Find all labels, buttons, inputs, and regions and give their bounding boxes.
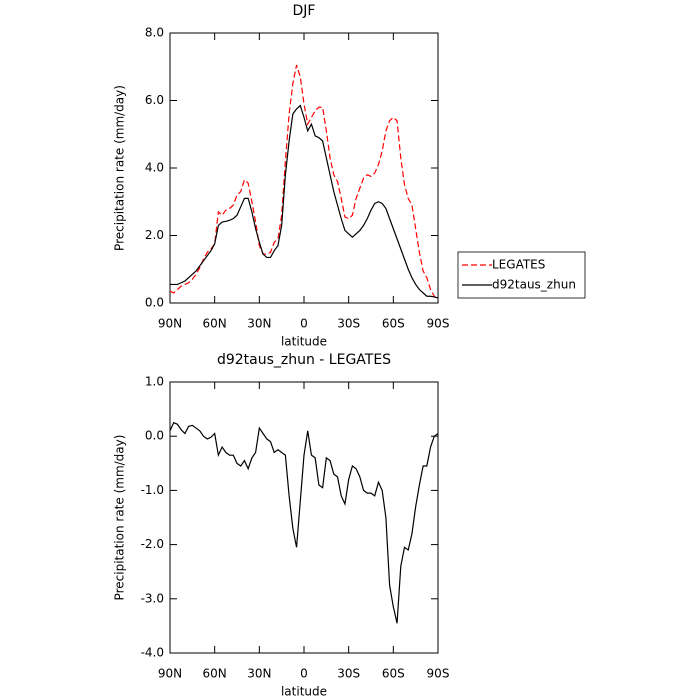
x-tick-label: 60N xyxy=(203,317,227,331)
y-tick-label: 6.0 xyxy=(145,93,164,107)
data-line xyxy=(169,64,439,301)
x-tick-label: 90N xyxy=(158,667,182,681)
x-tick-label: 0 xyxy=(300,667,308,681)
x-tick-label: 0 xyxy=(300,317,308,331)
legend-label: d92taus_zhun xyxy=(492,278,576,292)
y-tick-label: 0.0 xyxy=(145,429,164,443)
legend-label: LEGATES xyxy=(492,258,545,272)
x-tick-label: 30N xyxy=(247,667,271,681)
y-tick-label: -2.0 xyxy=(141,537,164,551)
x-tick-label: 90S xyxy=(427,317,450,331)
chart-title: DJF xyxy=(293,3,316,19)
y-tick-label: -4.0 xyxy=(141,646,164,660)
x-axis-label: latitude xyxy=(281,685,327,699)
x-tick-label: 60N xyxy=(203,667,227,681)
y-tick-label: 4.0 xyxy=(145,161,164,175)
legend-box xyxy=(457,251,586,299)
y-tick-label: -3.0 xyxy=(141,591,164,605)
y-tick-label: 2.0 xyxy=(145,228,164,242)
y-tick-label: 1.0 xyxy=(145,375,164,389)
y-axis-label: Precipitation rate (mm/day) xyxy=(113,435,127,601)
data-line xyxy=(170,104,439,299)
x-tick-label: 30S xyxy=(337,317,360,331)
chart-title: d92taus_zhun - LEGATES xyxy=(217,352,391,368)
x-axis-label: latitude xyxy=(281,335,327,349)
x-tick-label: 30N xyxy=(247,317,271,331)
x-tick-label: 30S xyxy=(337,667,360,681)
x-tick-label: 60S xyxy=(382,667,405,681)
plot-frame xyxy=(169,381,439,654)
y-axis-label: Precipitation rate (mm/day) xyxy=(113,85,127,251)
x-tick-label: 90S xyxy=(427,667,450,681)
data-line xyxy=(169,421,439,624)
x-tick-label: 90N xyxy=(158,317,182,331)
y-tick-label: 8.0 xyxy=(145,26,164,40)
y-tick-label: -1.0 xyxy=(141,483,164,497)
plot-frame xyxy=(169,32,439,304)
y-tick-label: 0.0 xyxy=(145,296,164,310)
x-tick-label: 60S xyxy=(382,317,405,331)
